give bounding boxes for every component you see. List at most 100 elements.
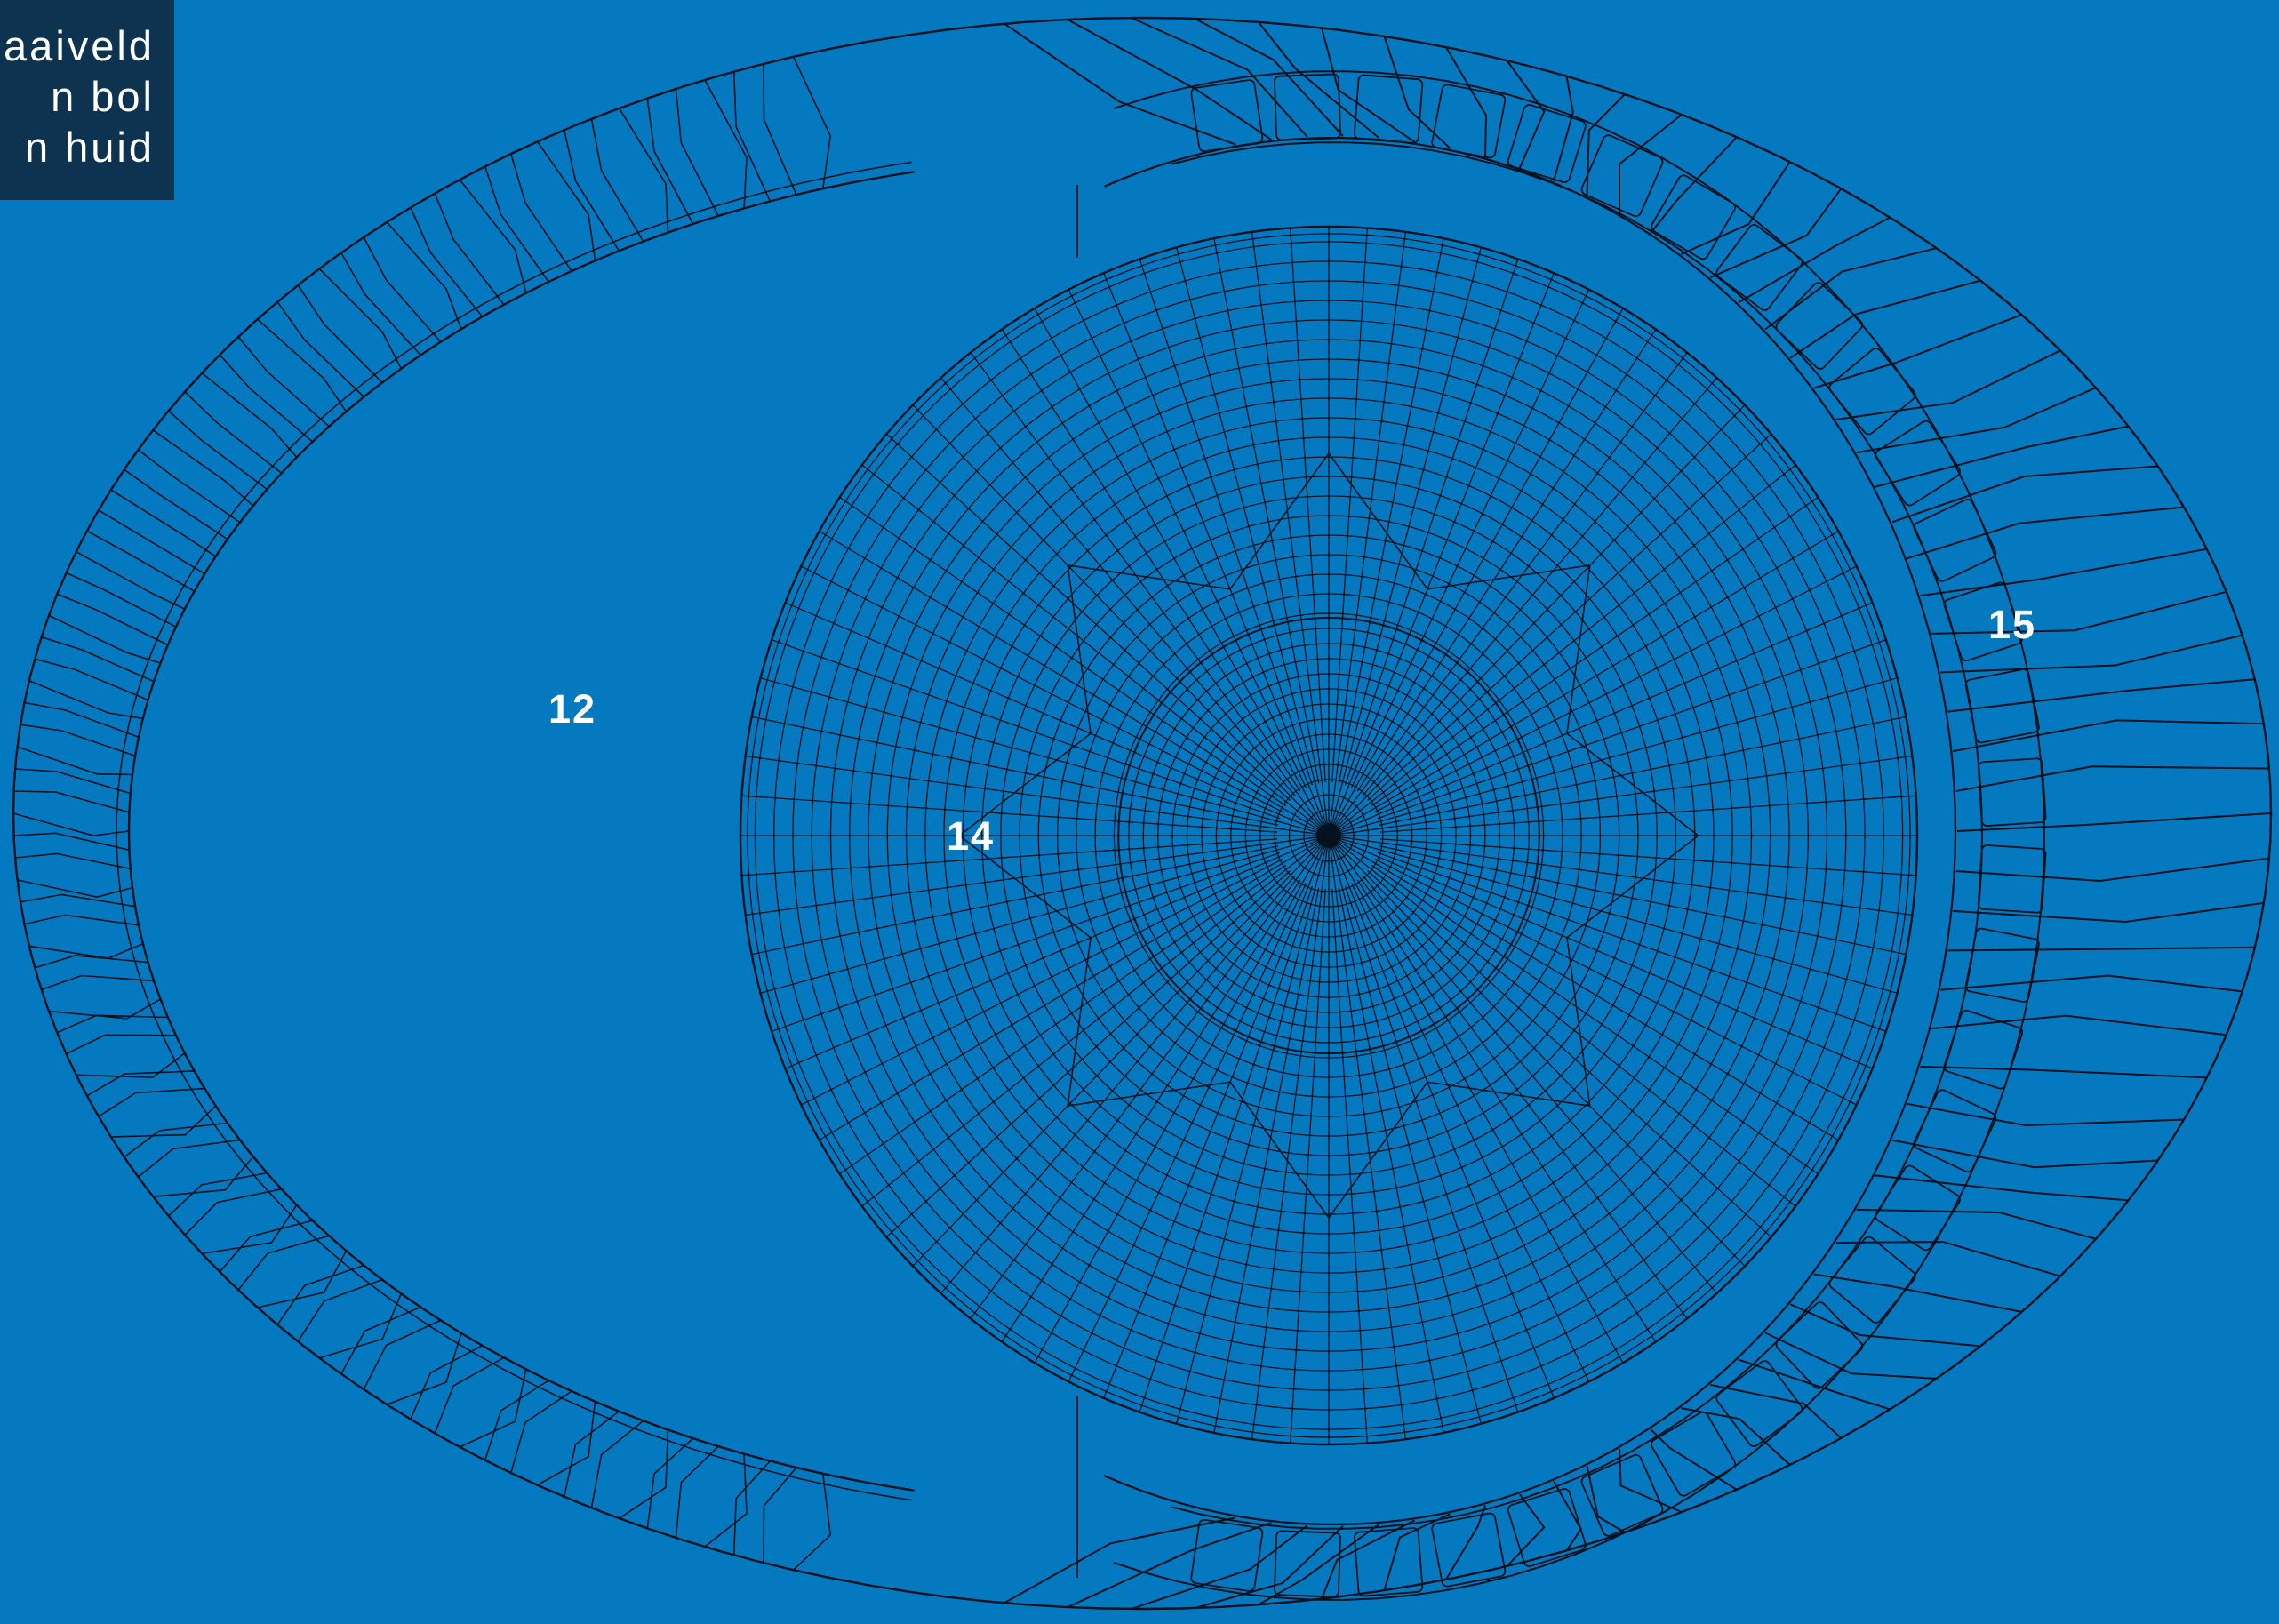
- sphere-spoke: [1337, 836, 1898, 994]
- outer-hatch: [1891, 1139, 2158, 1169]
- sphere-spoke: [970, 352, 1324, 829]
- panel-square: [1507, 1488, 1587, 1567]
- sphere-spoke: [1367, 433, 1772, 801]
- sphere-spoke: [1371, 864, 1819, 1175]
- crescent-hatch: [13, 790, 130, 813]
- crescent-hatch: [257, 1250, 348, 1308]
- crescent-hatch: [276, 301, 364, 398]
- sphere-spoke: [1332, 843, 1624, 1364]
- outer-hatch: [1907, 506, 2185, 560]
- sphere-spoke: [1329, 844, 1407, 1440]
- sphere-spoke: [1377, 852, 1887, 1032]
- sphere-spoke: [1331, 272, 1555, 828]
- sphere-spoke: [745, 836, 1321, 916]
- sphere-spoke: [1351, 883, 1590, 1382]
- outer-hatch: [1955, 765, 2270, 792]
- crescent-hatch: [48, 998, 161, 1020]
- outer-hatch: [1931, 1014, 2227, 1036]
- crescent-hatch: [340, 252, 421, 356]
- sphere-spoke: [1338, 887, 1444, 1433]
- sphere-spoke: [1068, 289, 1307, 788]
- sphere-spoke: [760, 677, 1321, 835]
- crescent-hatch: [28, 942, 144, 959]
- sphere-spoke: [1337, 755, 1913, 836]
- crescent-hatch: [537, 1401, 596, 1486]
- sphere-spoke: [1379, 795, 1916, 833]
- crescent-hatch: [20, 893, 136, 908]
- crescent-hatch: [48, 614, 161, 664]
- sphere-spoke: [819, 839, 1322, 1141]
- outer-hatch: [1681, 1407, 1791, 1466]
- panel-square: [1274, 73, 1341, 141]
- sphere-spoke: [1290, 228, 1326, 783]
- sphere-spoke: [1334, 404, 1746, 830]
- sphere-spoke: [751, 716, 1279, 826]
- crescent-hatch: [563, 1411, 620, 1497]
- crescent-hatch: [12, 812, 130, 836]
- sphere-spoke: [1338, 238, 1444, 784]
- outer-hatch: [1131, 17, 1308, 138]
- outer-hatch: [1953, 901, 2265, 924]
- outer-hatch: [1004, 1516, 1236, 1604]
- crescent-hatch: [386, 221, 462, 330]
- crescent-hatch: [28, 679, 143, 720]
- sphere-spoke: [885, 433, 1291, 801]
- outer-hatch: [1956, 812, 2272, 832]
- outer-hatch: [1940, 634, 2243, 674]
- outer-hatch: [1383, 1513, 1451, 1591]
- sphere-spoke: [1356, 329, 1657, 792]
- sphere-spoke: [1213, 887, 1320, 1433]
- crescent-hatch: [318, 268, 403, 370]
- panel-square: [1977, 844, 2047, 914]
- sphere-spoke: [771, 639, 1281, 820]
- crescent-hatch: [318, 1292, 403, 1359]
- crescent-hatch: [201, 372, 298, 458]
- sphere-spoke: [1034, 843, 1325, 1364]
- panel-square: [1775, 1301, 1864, 1389]
- crescent-hatch: [41, 636, 155, 683]
- sphere-spoke: [771, 852, 1281, 1032]
- panel-square: [1964, 668, 2040, 744]
- crescent-hatch: [459, 1369, 527, 1448]
- crescent-hatch: [763, 63, 797, 196]
- crescent-hatch: [732, 71, 772, 202]
- outer-hatch: [1789, 1303, 1981, 1348]
- crescent-hatch: [704, 79, 748, 209]
- crescent-hatch: [340, 1306, 421, 1374]
- outer-hatch: [1940, 974, 2243, 993]
- crescent-hatch: [24, 701, 140, 738]
- crescent-hatch: [219, 354, 314, 443]
- outer-hatch: [1953, 719, 2264, 753]
- sphere-spoke: [1336, 839, 1839, 1141]
- sphere-spoke: [1344, 885, 1519, 1412]
- crescent-hatch: [410, 207, 484, 317]
- outer-hatch: [1738, 216, 1891, 304]
- crescent-hatch: [484, 1380, 549, 1460]
- crescent-hatch: [675, 1445, 719, 1539]
- crescent-hatch: [17, 746, 133, 776]
- sphere-spoke: [751, 845, 1279, 956]
- panel-square: [1828, 1236, 1916, 1324]
- sphere-spoke: [1139, 259, 1314, 786]
- sphere-spoke: [1001, 879, 1301, 1342]
- outer-hatch: [1506, 1493, 1546, 1567]
- outer-hatch: [1194, 18, 1344, 137]
- sphere-spoke: [1334, 841, 1746, 1267]
- sphere-spoke: [1331, 888, 1368, 1444]
- outer-hatch: [1856, 387, 2097, 454]
- sphere-spoke: [1371, 496, 1819, 807]
- sphere-spoke: [1213, 238, 1320, 784]
- crescent-hatch: [137, 449, 241, 524]
- crescent-hatch: [184, 1188, 282, 1236]
- crescent-hatch: [257, 318, 348, 412]
- outer-hatch: [1835, 349, 2061, 420]
- sphere-spoke: [1336, 530, 1839, 832]
- sphere-wireframe: [739, 225, 1919, 1446]
- outer-hatch: [1553, 76, 1574, 181]
- crescent-hatch: [536, 140, 596, 261]
- panel-square: [1875, 1164, 1961, 1252]
- zone-label-15: 15: [1988, 602, 2037, 647]
- outer-hatch: [1891, 465, 2158, 524]
- panel-ring-outer: [1113, 70, 2046, 1601]
